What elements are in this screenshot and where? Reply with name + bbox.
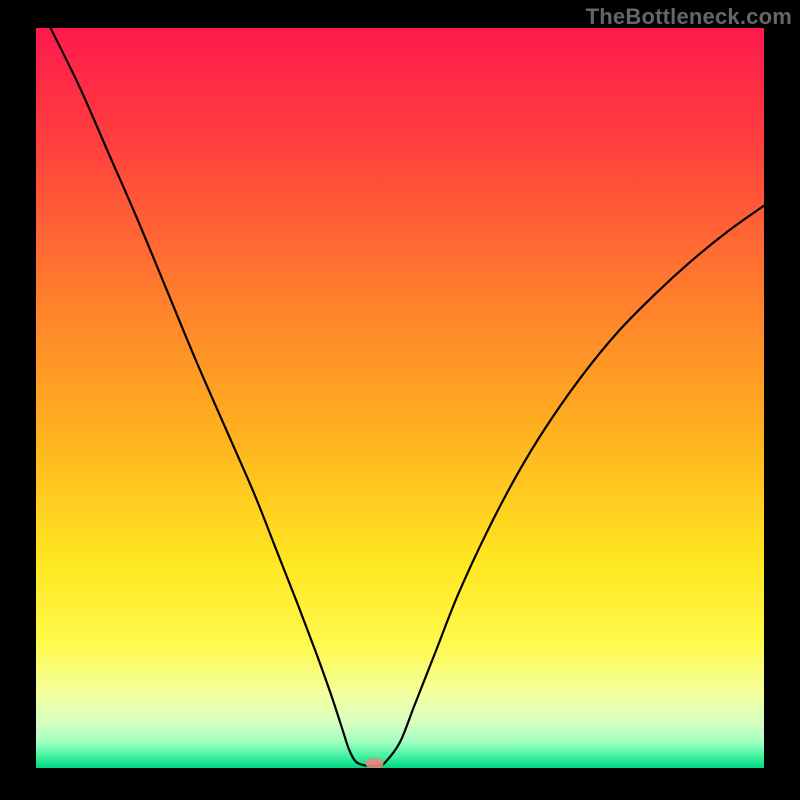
- chart-canvas: TheBottleneck.com: [0, 0, 800, 800]
- chart-svg: [36, 28, 764, 768]
- watermark-text: TheBottleneck.com: [586, 4, 792, 30]
- gradient-bg: [36, 28, 764, 768]
- plot-area: [36, 28, 764, 768]
